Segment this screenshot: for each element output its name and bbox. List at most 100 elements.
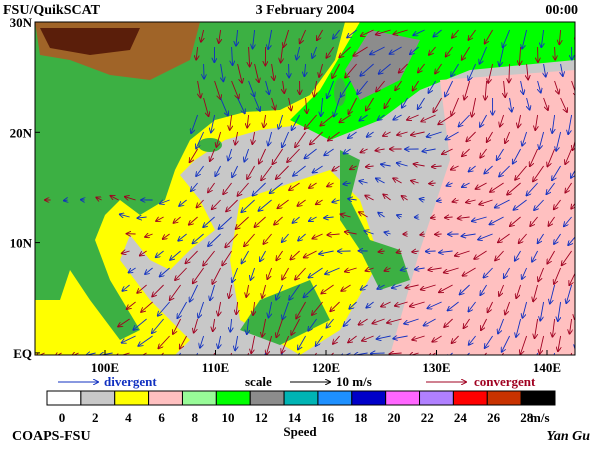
wind-arrow [235,131,237,145]
wind-arrow [390,353,402,354]
wind-arrow [332,63,340,78]
wind-arrow [236,29,238,46]
wind-arrow [366,268,374,271]
wind-arrow [468,301,476,312]
wind-arrow [487,131,493,142]
wind-arrow [568,114,573,134]
wind-arrow [468,63,476,80]
wind-arrow [326,46,334,58]
wind-arrow [490,182,504,192]
colorbar-swatch [46,390,82,406]
wind-arrow [383,132,391,136]
wind-arrow [268,29,273,49]
colorbar-label: 24 [454,410,468,425]
wind-arrow [361,284,368,290]
wind-arrow [309,217,317,221]
wind-arrow [504,267,510,278]
wind-arrow [198,301,205,318]
wind-arrow [538,233,544,243]
wind-arrow [231,80,239,99]
wind-arrow [568,236,575,245]
wind-arrow [137,217,147,218]
wind-arrow [381,301,391,307]
wind-arrow [404,318,419,324]
wind-arrow [527,63,529,79]
wind-arrow [412,335,425,340]
divergent-label: divergent [104,374,157,389]
wind-arrow [253,29,255,48]
wind-arrow [321,284,334,294]
wind-arrow [316,199,323,204]
wind-arrow [451,63,459,76]
wind-arrow [401,268,408,270]
wind-arrow [173,318,181,334]
wind-arrow [448,301,459,310]
wind-arrow [376,29,391,35]
colorbar-label: 26 [487,410,501,425]
wind-arrow [497,148,504,160]
wind-arrow [397,251,402,253]
wind-arrow [297,199,306,206]
wind-arrow [472,216,487,221]
wind-arrow [349,301,357,309]
wind-arrow [527,97,530,110]
wind-arrow [372,318,385,323]
wind-arrow [178,233,187,241]
wind-arrow [559,29,560,44]
wind-arrow [488,63,494,83]
lat-label: 30N [10,15,33,30]
lon-axis: 100E 110E 120E 130E 140E [91,350,561,375]
wind-arrow [350,166,357,169]
wind-arrow [341,214,351,217]
wind-arrow [538,267,545,281]
wind-arrow [575,336,577,349]
lon-label: 110E [202,360,229,375]
wind-arrow [554,199,561,209]
wind-arrow [548,216,555,226]
wind-arrow [179,199,187,206]
wind-arrow [476,182,487,189]
wind-arrow [451,97,460,115]
wind-arrow [466,131,476,141]
header-time: 00:00 [545,3,578,18]
colorbar-label: 8 [192,410,199,425]
wind-arrow [432,335,442,342]
wind-arrow [395,301,408,306]
wind-arrow [218,216,232,229]
colorbar-swatch [317,390,353,406]
wind-arrow [507,182,521,195]
wind-arrow [309,182,317,188]
wind-arrow [190,148,198,162]
wind-arrow [300,29,306,43]
colorbar-swatch [419,390,454,406]
wind-arrow [308,267,323,278]
colorbar-swatch [249,390,285,406]
wind-arrow [384,268,391,271]
wind-arrow [428,268,442,270]
scale-label: scale [245,374,272,389]
colorbar-label: 20 [388,410,401,425]
wind-arrow [250,267,256,280]
wind-arrow [296,301,306,318]
wind-arrow [96,197,102,200]
wind-arrow [319,63,324,77]
wind-arrow [271,97,276,110]
wind-arrow [308,318,317,331]
wind-arrow [193,267,204,283]
wind-arrow [292,114,300,130]
wind-arrow [378,213,385,218]
wind-arrow [466,352,470,355]
colorbar-swatch [181,390,217,406]
wind-arrow [510,97,512,112]
wind-arrow [265,80,270,94]
wind-arrow [304,284,317,297]
wind-arrow [348,131,357,138]
wind-arrow [244,233,255,246]
wind-arrow [480,114,487,127]
wind-arrow [152,284,164,296]
wind-arrow [461,234,476,236]
wind-arrow [353,46,368,56]
wind-arrow [466,200,476,202]
wind-arrow [270,182,283,193]
wind-arrow [180,335,187,349]
